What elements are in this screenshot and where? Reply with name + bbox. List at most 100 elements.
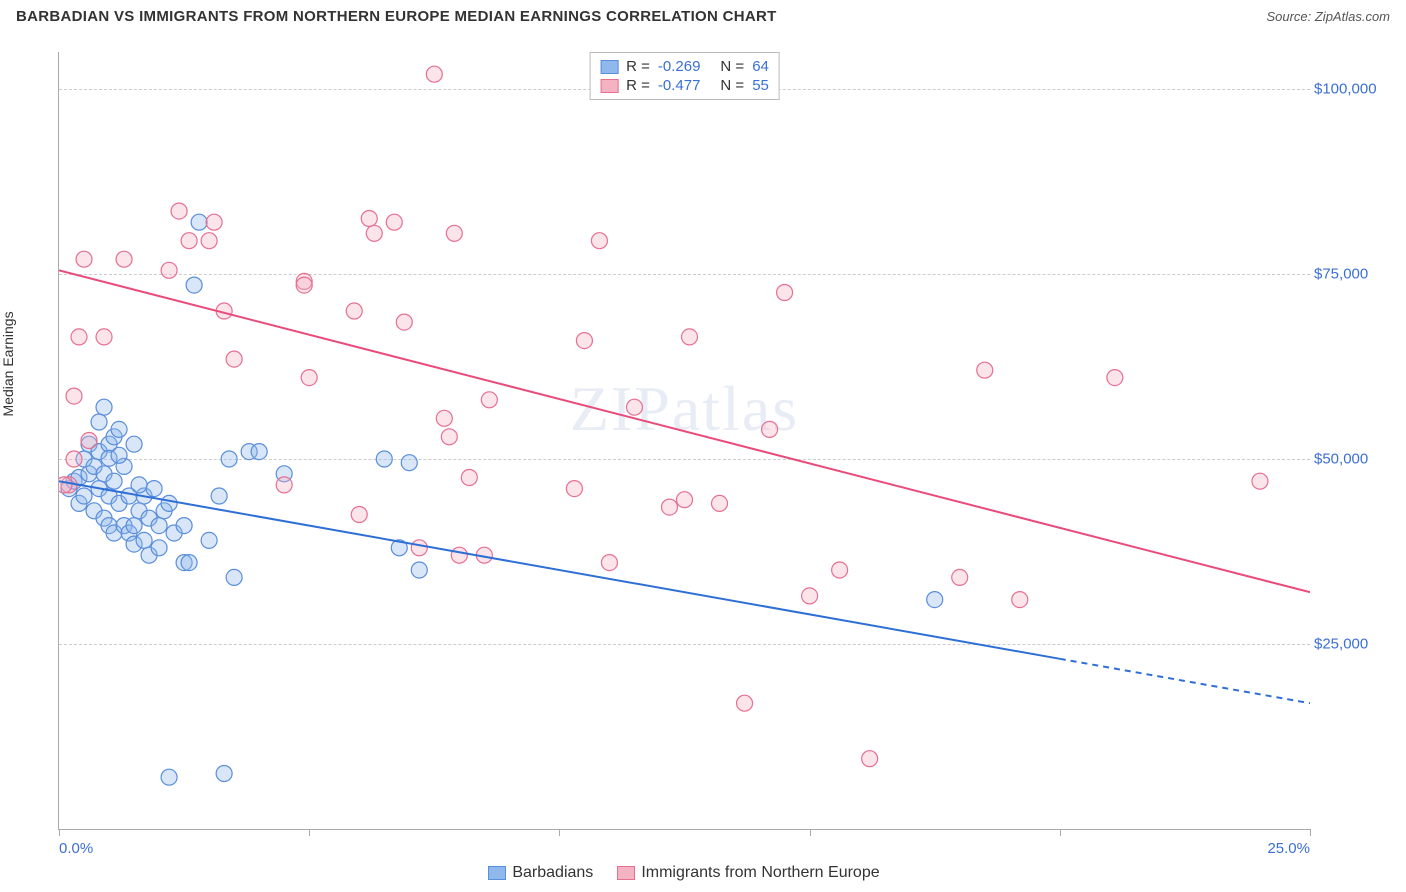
trend-line xyxy=(59,481,1060,659)
data-point xyxy=(777,285,793,301)
data-point xyxy=(591,233,607,249)
data-point xyxy=(386,214,402,230)
n-value: 55 xyxy=(752,77,769,94)
chart-container: Median Earnings ZIPatlas R = -0.269 N = … xyxy=(16,40,1390,882)
data-point xyxy=(131,477,147,493)
stats-row: R = -0.269 N = 64 xyxy=(600,57,769,76)
r-value: -0.269 xyxy=(658,58,701,75)
y-tick-label: $75,000 xyxy=(1314,266,1388,283)
x-tick xyxy=(309,829,310,836)
series-swatch xyxy=(488,866,506,880)
data-point xyxy=(376,451,392,467)
data-point xyxy=(626,399,642,415)
data-point xyxy=(146,481,162,497)
data-point xyxy=(201,233,217,249)
data-point xyxy=(576,333,592,349)
data-point xyxy=(862,751,878,767)
data-point xyxy=(361,211,377,227)
data-point xyxy=(451,547,467,563)
data-point xyxy=(1012,592,1028,608)
data-point xyxy=(126,518,142,534)
data-point xyxy=(411,540,427,556)
data-point xyxy=(226,351,242,367)
data-point xyxy=(111,421,127,437)
series-swatch xyxy=(600,60,618,74)
y-axis-label: Median Earnings xyxy=(0,311,16,416)
data-point xyxy=(461,470,477,486)
trend-line xyxy=(59,270,1310,592)
data-point xyxy=(161,495,177,511)
data-point xyxy=(171,203,187,219)
data-point xyxy=(176,518,192,534)
data-point xyxy=(1107,370,1123,386)
data-point xyxy=(76,251,92,267)
data-point xyxy=(66,451,82,467)
data-point xyxy=(76,488,92,504)
data-point xyxy=(436,410,452,426)
legend-item: Barbadians xyxy=(488,864,593,882)
data-point xyxy=(927,592,943,608)
data-point xyxy=(346,303,362,319)
n-label: N = xyxy=(720,77,744,94)
series-swatch xyxy=(617,866,635,880)
y-tick-label: $25,000 xyxy=(1314,636,1388,653)
stats-row: R = -0.477 N = 55 xyxy=(600,76,769,95)
data-point xyxy=(151,540,167,556)
chart-title: BARBADIAN VS IMMIGRANTS FROM NORTHERN EU… xyxy=(16,8,777,25)
data-point xyxy=(91,414,107,430)
data-point xyxy=(96,399,112,415)
plot-svg xyxy=(59,52,1310,829)
plot-area: ZIPatlas R = -0.269 N = 64 R = -0.477 N … xyxy=(58,52,1310,830)
data-point xyxy=(401,455,417,471)
data-point xyxy=(351,507,367,523)
data-point xyxy=(977,362,993,378)
data-point xyxy=(411,562,427,578)
data-point xyxy=(481,392,497,408)
data-point xyxy=(71,329,87,345)
n-label: N = xyxy=(720,58,744,75)
source-attribution: Source: ZipAtlas.com xyxy=(1266,9,1390,24)
x-tick xyxy=(559,829,560,836)
series-legend: Barbadians Immigrants from Northern Euro… xyxy=(58,864,1310,882)
data-point xyxy=(682,329,698,345)
data-point xyxy=(221,451,237,467)
data-point xyxy=(296,277,312,293)
data-point xyxy=(161,262,177,278)
data-point xyxy=(1252,473,1268,489)
data-point xyxy=(161,769,177,785)
data-point xyxy=(116,251,132,267)
data-point xyxy=(441,429,457,445)
data-point xyxy=(66,388,82,404)
data-point xyxy=(301,370,317,386)
r-label: R = xyxy=(626,58,650,75)
data-point xyxy=(566,481,582,497)
r-label: R = xyxy=(626,77,650,94)
data-point xyxy=(446,225,462,241)
stats-legend: R = -0.269 N = 64 R = -0.477 N = 55 xyxy=(589,52,780,100)
series-name: Barbadians xyxy=(512,864,593,882)
series-name: Immigrants from Northern Europe xyxy=(641,864,879,882)
data-point xyxy=(181,555,197,571)
data-point xyxy=(96,329,112,345)
x-tick xyxy=(1060,829,1061,836)
data-point xyxy=(712,495,728,511)
data-point xyxy=(737,695,753,711)
data-point xyxy=(832,562,848,578)
data-point xyxy=(396,314,412,330)
data-point xyxy=(661,499,677,515)
data-point xyxy=(126,436,142,452)
data-point xyxy=(81,433,97,449)
data-point xyxy=(211,488,227,504)
x-tick-label: 25.0% xyxy=(1267,840,1310,857)
data-point xyxy=(181,233,197,249)
data-point xyxy=(366,225,382,241)
data-point xyxy=(226,569,242,585)
series-swatch xyxy=(600,79,618,93)
x-tick-label: 0.0% xyxy=(59,840,93,857)
data-point xyxy=(426,66,442,82)
x-tick xyxy=(59,829,60,836)
r-value: -0.477 xyxy=(658,77,701,94)
n-value: 64 xyxy=(752,58,769,75)
x-tick xyxy=(810,829,811,836)
data-point xyxy=(111,447,127,463)
